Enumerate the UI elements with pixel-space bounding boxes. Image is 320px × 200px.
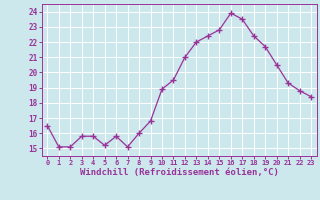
X-axis label: Windchill (Refroidissement éolien,°C): Windchill (Refroidissement éolien,°C) bbox=[80, 168, 279, 177]
